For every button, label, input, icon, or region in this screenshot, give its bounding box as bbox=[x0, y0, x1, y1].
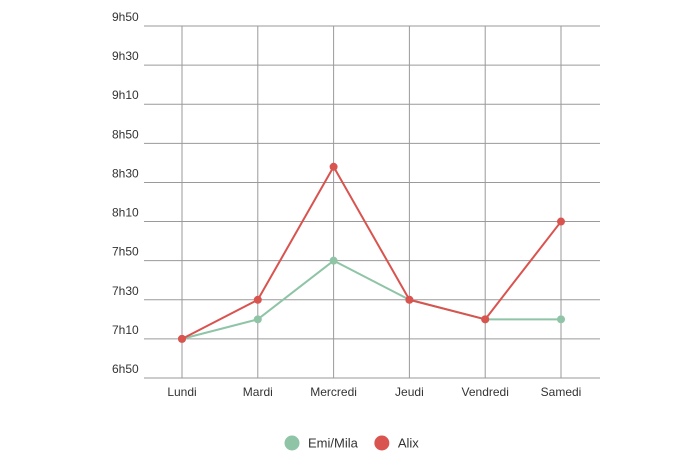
y-tick-label: 6h50 bbox=[112, 362, 139, 376]
data-point[interactable] bbox=[253, 315, 262, 324]
legend-marker bbox=[284, 435, 300, 451]
y-tick-label: 8h30 bbox=[112, 166, 139, 180]
data-point[interactable] bbox=[253, 295, 262, 304]
chart-legend: Emi/Mila Alix bbox=[284, 435, 419, 451]
y-tick-label: 9h30 bbox=[112, 49, 139, 63]
legend-item[interactable]: Alix bbox=[374, 435, 419, 451]
y-tick-label: 9h10 bbox=[112, 88, 139, 102]
data-point[interactable] bbox=[405, 295, 414, 304]
legend-label: Emi/Mila bbox=[308, 436, 359, 451]
series-alix bbox=[178, 162, 565, 343]
data-point[interactable] bbox=[329, 256, 338, 265]
data-point[interactable] bbox=[557, 217, 565, 226]
x-tick-label: Samedi bbox=[541, 385, 582, 399]
y-tick-label: 8h10 bbox=[112, 206, 139, 220]
legend-label: Alix bbox=[398, 436, 419, 451]
y-axis-tick-labels: 6h50 7h10 7h30 7h50 8h10 8h30 8h50 9h10 9h30 9h50 bbox=[112, 10, 139, 376]
y-tick-label: 9h50 bbox=[112, 10, 139, 24]
series-line bbox=[181, 259, 561, 340]
y-tick-label: 7h30 bbox=[112, 284, 139, 298]
legend-item[interactable]: Emi/Mila bbox=[284, 435, 359, 451]
legend-marker bbox=[374, 435, 390, 451]
x-axis-tick-labels: Lundi Mardi Mercredi Jeudi Vendredi Samedi bbox=[167, 385, 581, 399]
x-tick-label: Vendredi bbox=[462, 385, 509, 399]
x-tick-label: Mercredi bbox=[310, 385, 357, 399]
data-point[interactable] bbox=[329, 162, 338, 171]
y-tick-label: 7h50 bbox=[112, 245, 139, 259]
data-point[interactable] bbox=[481, 315, 490, 324]
x-tick-label: Jeudi bbox=[395, 385, 424, 399]
chart-grid bbox=[144, 25, 600, 379]
x-tick-label: Lundi bbox=[167, 385, 196, 399]
chart-series bbox=[178, 162, 565, 343]
data-point[interactable] bbox=[557, 315, 565, 324]
x-tick-label: Mardi bbox=[243, 385, 273, 399]
y-tick-label: 8h50 bbox=[112, 127, 139, 141]
series-line bbox=[181, 165, 562, 340]
data-point[interactable] bbox=[178, 334, 186, 343]
y-tick-label: 7h10 bbox=[112, 323, 139, 337]
